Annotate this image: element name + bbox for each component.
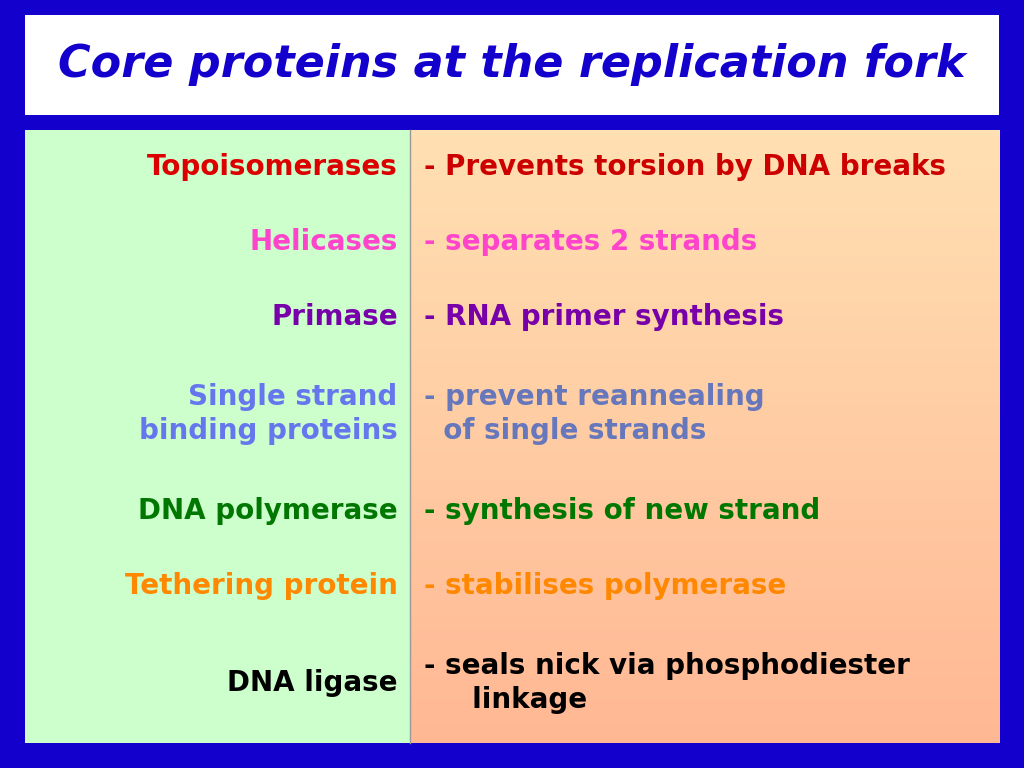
Text: Primase: Primase — [271, 303, 397, 331]
Text: - Prevents torsion by DNA breaks: - Prevents torsion by DNA breaks — [424, 154, 946, 181]
Text: - stabilises polymerase: - stabilises polymerase — [424, 572, 786, 600]
Text: - seals nick via phosphodiester
     linkage: - seals nick via phosphodiester linkage — [424, 652, 909, 714]
Text: Topoisomerases: Topoisomerases — [147, 154, 397, 181]
Text: - separates 2 strands: - separates 2 strands — [424, 228, 757, 257]
FancyBboxPatch shape — [25, 130, 410, 743]
FancyBboxPatch shape — [25, 15, 999, 115]
Text: DNA ligase: DNA ligase — [227, 669, 397, 697]
Text: Tethering protein: Tethering protein — [125, 572, 397, 600]
Text: DNA polymerase: DNA polymerase — [138, 497, 397, 525]
Text: Core proteins at the replication fork: Core proteins at the replication fork — [58, 44, 966, 87]
Text: Helicases: Helicases — [250, 228, 397, 257]
Text: - RNA primer synthesis: - RNA primer synthesis — [424, 303, 783, 331]
Text: - synthesis of new strand: - synthesis of new strand — [424, 497, 820, 525]
Text: - prevent reannealing
  of single strands: - prevent reannealing of single strands — [424, 382, 764, 445]
Text: Single strand
binding proteins: Single strand binding proteins — [139, 382, 397, 445]
